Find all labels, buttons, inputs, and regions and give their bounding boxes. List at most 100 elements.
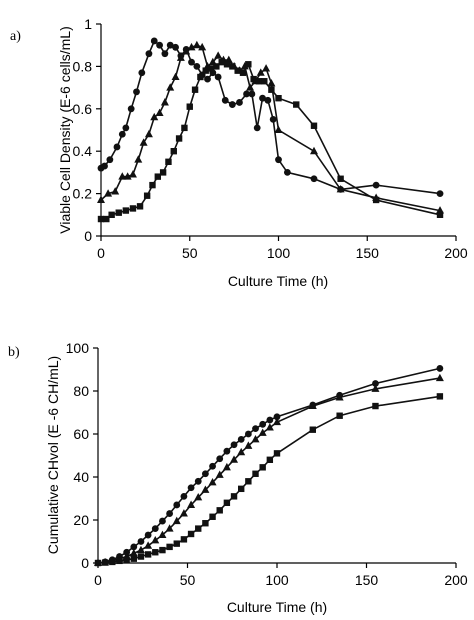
x-tick-label: 200 [444,572,468,588]
x-tick-label: 50 [180,572,196,588]
x-tick-label: 150 [355,572,379,588]
data-point-circle [253,124,261,132]
data-point-triangle [155,108,164,117]
data-point-triangle [265,423,274,431]
data-point-triangle [237,447,246,456]
data-point-triangle [150,112,159,121]
data-point-circle [156,41,163,49]
data-point-circle [436,365,444,372]
data-point-circle [122,124,130,132]
data-point-triangle [201,485,210,493]
data-point-triangle [310,146,318,155]
data-point-square [309,426,316,433]
data-point-circle [244,430,252,438]
data-point-square [250,75,257,83]
data-point-square [130,555,137,562]
data-point-circle [248,90,256,98]
data-point-triangle [336,184,345,193]
data-point-triangle [129,548,138,557]
data-point-circle [180,492,188,500]
data-point-square [116,557,123,565]
data-point-square [252,470,259,477]
data-point-triangle [230,455,239,463]
data-point-circle [310,175,318,183]
data-point-square [207,65,215,72]
data-point-square [122,207,130,214]
data-point-triangle [251,434,260,443]
y-tick-label: 1 [84,16,92,32]
data-point-circle [221,96,229,104]
data-point-square [337,175,344,182]
data-point-triangle [144,129,153,138]
data-point-square [239,69,247,76]
x-tick-label: 150 [356,245,380,261]
data-point-square [436,393,444,400]
data-point-square [173,540,180,547]
data-point-triangle [198,42,207,51]
plot-area-b [94,365,444,567]
data-point-square [202,67,209,74]
data-point-circle [151,525,159,532]
data-point-circle [204,75,211,83]
data-point-triangle [171,72,180,80]
data-point-circle [194,477,202,485]
data-point-square [372,402,379,410]
x-ticks-b: 0 50 100 150 200 [94,563,468,588]
data-point-circle [150,37,158,45]
data-point-square [149,181,156,189]
data-point-square [273,450,281,457]
data-point-circle [259,420,267,428]
data-point-square [97,215,105,223]
data-point-square [115,209,122,216]
data-point-circle [372,380,379,387]
x-tick-label: 200 [444,245,468,261]
data-point-triangle [172,516,181,525]
data-point-circle [138,69,146,77]
data-point-circle [188,58,195,66]
data-point-circle [264,96,272,104]
data-point-triangle [182,47,191,55]
data-point-triangle [256,68,265,76]
data-point-triangle [118,172,127,180]
data-point-circle [216,455,224,463]
data-point-circle [159,517,166,525]
data-point-square [275,95,282,102]
data-point-circle [273,413,281,421]
data-point-square [129,205,137,212]
series-line-circle [100,39,441,195]
y-tick-label: 0.4 [73,143,93,159]
data-point-square [255,78,263,85]
data-point-circle [275,156,282,164]
x-tick-label: 100 [265,572,289,588]
data-point-circle [187,484,195,492]
data-point-square [202,520,209,527]
data-point-triangle [104,189,113,197]
data-point-square [152,549,159,556]
data-point-circle [266,416,274,424]
data-point-square [123,556,130,563]
data-point-circle [252,425,259,433]
data-point-square [109,558,116,566]
data-point-circle [283,169,291,176]
data-point-square [137,553,145,560]
data-point-triangle [308,401,317,410]
data-point-triangle [160,98,169,106]
data-point-circle [228,101,236,108]
data-point-square [144,551,152,558]
x-ticks-a: 0 50 100 150 200 [97,236,468,261]
data-point-square [223,499,231,506]
data-point-triangle [192,40,201,49]
chart-panel-a: a) 0 50 100 150 200 0 0.2 0.4 0.6 0.8 1 Culture T… [10,16,468,289]
y-tick-label: 0.8 [73,58,93,74]
data-point-triangle [179,509,188,517]
data-point-circle [101,162,108,170]
data-point-triangle [176,53,185,61]
data-point-circle [130,543,138,551]
data-point-circle [166,510,174,517]
y-axis-title-b: Cumulative CHvol (E -6 CH/mL) [45,356,61,554]
data-point-square [266,456,274,463]
x-axis-title-a: Culture Time (h) [228,273,328,289]
data-point-circle [237,435,245,443]
data-point-square [293,101,300,108]
data-point-triangle [97,195,105,203]
